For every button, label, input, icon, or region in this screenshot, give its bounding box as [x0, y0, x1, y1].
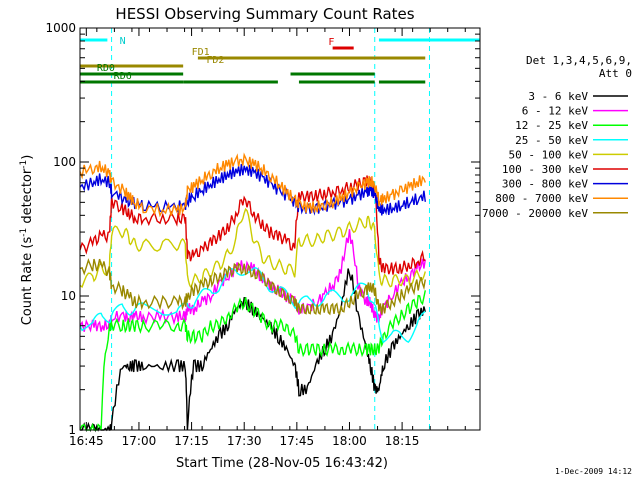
series-line-2	[79, 290, 426, 431]
y-tick-label-0: 1	[68, 423, 76, 437]
x-tick-label-5: 18:00	[332, 434, 367, 448]
series-line-1	[79, 229, 426, 333]
plot-frame	[79, 27, 481, 431]
y-tick-label-2: 100	[53, 155, 76, 169]
series-line-7	[79, 152, 426, 218]
legend: Det 1,3,4,5,6,9, Att 0 3 - 6 keV 6 - 12 k…	[482, 54, 632, 220]
chart-title: HESSI Observing Summary Count Rates	[115, 5, 414, 23]
x-tick-label-0: 16:45	[69, 434, 104, 448]
x-tick-label-6: 18:15	[385, 434, 420, 448]
series-line-8	[79, 258, 426, 316]
legend-label-3: 25 - 50 keV	[515, 134, 588, 147]
legend-label-5: 100 - 300 keV	[502, 163, 588, 176]
x-tick-label-2: 17:15	[174, 434, 209, 448]
footer-timestamp: 1-Dec-2009 14:12	[555, 467, 632, 476]
y-tick-label-1: 10	[61, 289, 76, 303]
mode-label-RD0: RD0	[97, 63, 115, 74]
mode-label-F: F	[328, 37, 334, 48]
y-axis-label-mid: detector	[20, 168, 35, 228]
legend-header-2: Att 0	[599, 67, 632, 80]
legend-label-4: 50 - 100 keV	[509, 148, 589, 161]
legend-label-8: 7000 - 20000 keV	[482, 207, 588, 220]
mode-label-FD2: FD2	[206, 55, 224, 66]
x-axis: 16:45 17:00 17:15 17:30 17:45 18:00 18:15	[69, 28, 466, 448]
x-tick-label-3: 17:30	[227, 434, 262, 448]
x-tick-label-1: 17:00	[122, 434, 157, 448]
legend-header-1: Det 1,3,4,5,6,9,	[526, 54, 632, 67]
legend-label-1: 6 - 12 keV	[522, 105, 589, 118]
y-axis-label-main: Count Rate (s	[20, 237, 35, 326]
y-tick-label-3: 1000	[45, 21, 76, 35]
x-tick-label-4: 17:45	[280, 434, 315, 448]
y-axis-label: Count Rate (s-1 detector-1)	[19, 155, 35, 326]
x-axis-label: Start Time (28-Nov-05 16:43:42)	[176, 456, 388, 471]
y-axis-label-sup1: -1	[19, 228, 29, 237]
legend-label-7: 800 - 7000 keV	[495, 192, 588, 205]
series-line-6	[79, 164, 426, 216]
legend-label-0: 3 - 6 keV	[528, 90, 588, 103]
mode-label-RD6: RD6	[114, 71, 132, 82]
night-label: N	[120, 36, 126, 47]
y-axis: 1 10 100 1000	[45, 21, 480, 437]
series-line-4	[79, 207, 426, 289]
y-axis-label-end: )	[20, 155, 35, 160]
legend-label-6: 300 - 800 keV	[502, 178, 588, 191]
y-axis-label-sup2: -1	[19, 160, 29, 169]
legend-label-2: 12 - 25 keV	[515, 119, 588, 132]
mode-label-FD1: FD1	[192, 47, 210, 58]
